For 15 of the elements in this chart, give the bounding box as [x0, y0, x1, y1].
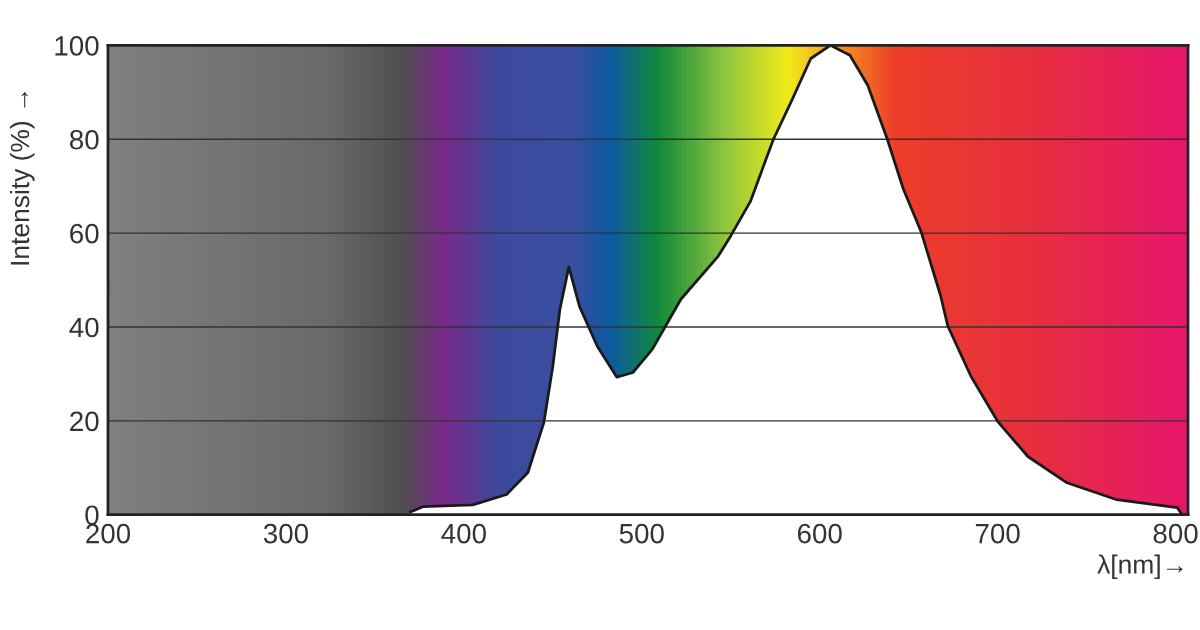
- y-tick-label: 60: [70, 223, 99, 244]
- y-tick-label: 80: [69, 129, 99, 150]
- y-tick-label: 20: [70, 411, 99, 432]
- y-tick-label: 40: [69, 317, 99, 338]
- x-axis-title: λ[nm]→: [1097, 554, 1183, 580]
- y-axis-title: Intensity (%) →: [9, 91, 35, 265]
- x-tick-label: 400: [441, 523, 486, 544]
- x-tick-label: 300: [263, 523, 309, 544]
- x-tick-label: 200: [86, 523, 131, 544]
- y-tick-label: 0: [85, 505, 99, 526]
- x-tick-label: 700: [975, 523, 1020, 544]
- x-tick-label: 800: [1153, 523, 1198, 544]
- y-tick-label: 100: [55, 36, 99, 56]
- x-tick-label: 500: [619, 523, 664, 544]
- x-tick-label: 600: [797, 523, 842, 544]
